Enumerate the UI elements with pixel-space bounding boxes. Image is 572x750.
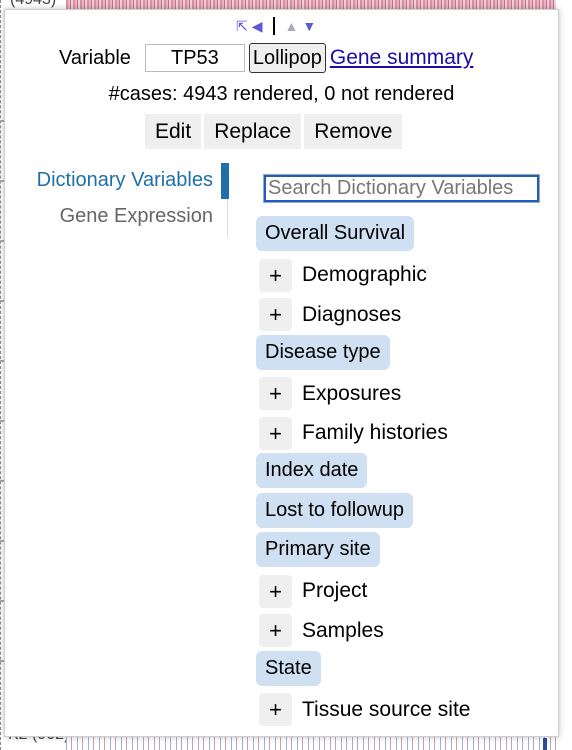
variable-menu-popup: ⇱ ◀ ▲ ▼ Variable Lollipop Gene summary #… — [4, 9, 559, 737]
branch-demographic: + Demographic — [256, 256, 556, 296]
background-count-label: (4943) — [10, 0, 56, 9]
arrow-left-icon[interactable]: ◀ — [251, 18, 263, 34]
lollipop-button[interactable]: Lollipop — [248, 43, 326, 73]
search-input[interactable] — [263, 174, 540, 203]
background-track-top — [66, 0, 556, 9]
branch-exposures: + Exposures — [256, 374, 556, 414]
branch-samples: + Samples — [256, 611, 556, 651]
term-primary-site[interactable]: Primary site — [256, 532, 380, 567]
branch-project: + Project — [256, 572, 556, 612]
background-bar — [543, 738, 547, 750]
term-disease-type[interactable]: Disease type — [256, 334, 390, 370]
tab-gene-expression[interactable]: Gene Expression — [59, 205, 213, 227]
variable-input[interactable] — [144, 44, 245, 72]
branch-label[interactable]: Demographic — [302, 263, 427, 287]
gene-summary-link[interactable]: Gene summary — [329, 46, 474, 69]
arrow-down-icon[interactable]: ▼ — [302, 18, 317, 34]
nav-row: ⇱ ◀ ▲ ▼ — [236, 16, 316, 36]
background-axis-ticks — [0, 120, 4, 680]
branch-label[interactable]: Project — [302, 579, 368, 603]
expand-icon[interactable]: + — [259, 416, 292, 450]
branch-label[interactable]: Tissue source site — [302, 697, 471, 721]
term-overall-survival[interactable]: Overall Survival — [256, 216, 415, 251]
tab-divider — [227, 199, 228, 237]
nav-separator — [272, 17, 275, 35]
replace-button[interactable]: Replace — [204, 114, 302, 149]
branch-label[interactable]: Diagnoses — [302, 302, 402, 326]
expand-icon[interactable]: + — [259, 298, 292, 332]
edit-button[interactable]: Edit — [145, 114, 202, 149]
branch-diagnoses: + Diagnoses — [256, 295, 556, 335]
expand-icon[interactable]: + — [259, 693, 292, 727]
actions-row: Edit Replace Remove — [145, 114, 403, 149]
term-index-date[interactable]: Index date — [256, 453, 368, 488]
expand-icon[interactable]: + — [259, 574, 292, 608]
variable-label: Variable — [59, 46, 131, 69]
arrow-up-icon[interactable]: ▲ — [284, 18, 299, 34]
term-state[interactable]: State — [256, 650, 321, 686]
corner-up-left-icon[interactable]: ⇱ — [236, 18, 248, 34]
background-track-bottom — [66, 736, 556, 750]
expand-icon[interactable]: + — [259, 614, 292, 648]
branch-label[interactable]: Samples — [302, 618, 384, 642]
tabs: Dictionary Variables Gene Expression — [13, 162, 229, 234]
dictionary-tree: Overall Survival + Demographic + Diagnos… — [256, 216, 556, 730]
branch-tissue-source-site: + Tissue source site — [256, 690, 556, 730]
expand-icon[interactable]: + — [259, 258, 292, 292]
term-lost-to-followup[interactable]: Lost to followup — [256, 492, 413, 528]
branch-family-histories: + Family histories — [256, 414, 556, 454]
tab-dictionary-variables[interactable]: Dictionary Variables — [13, 162, 229, 199]
branch-label[interactable]: Exposures — [302, 381, 402, 405]
expand-icon[interactable]: + — [259, 377, 292, 411]
cases-summary: #cases: 4943 rendered, 0 not rendered — [108, 83, 455, 105]
remove-button[interactable]: Remove — [304, 114, 403, 149]
branch-label[interactable]: Family histories — [302, 421, 448, 445]
variable-row: Variable Lollipop Gene summary — [59, 43, 473, 73]
